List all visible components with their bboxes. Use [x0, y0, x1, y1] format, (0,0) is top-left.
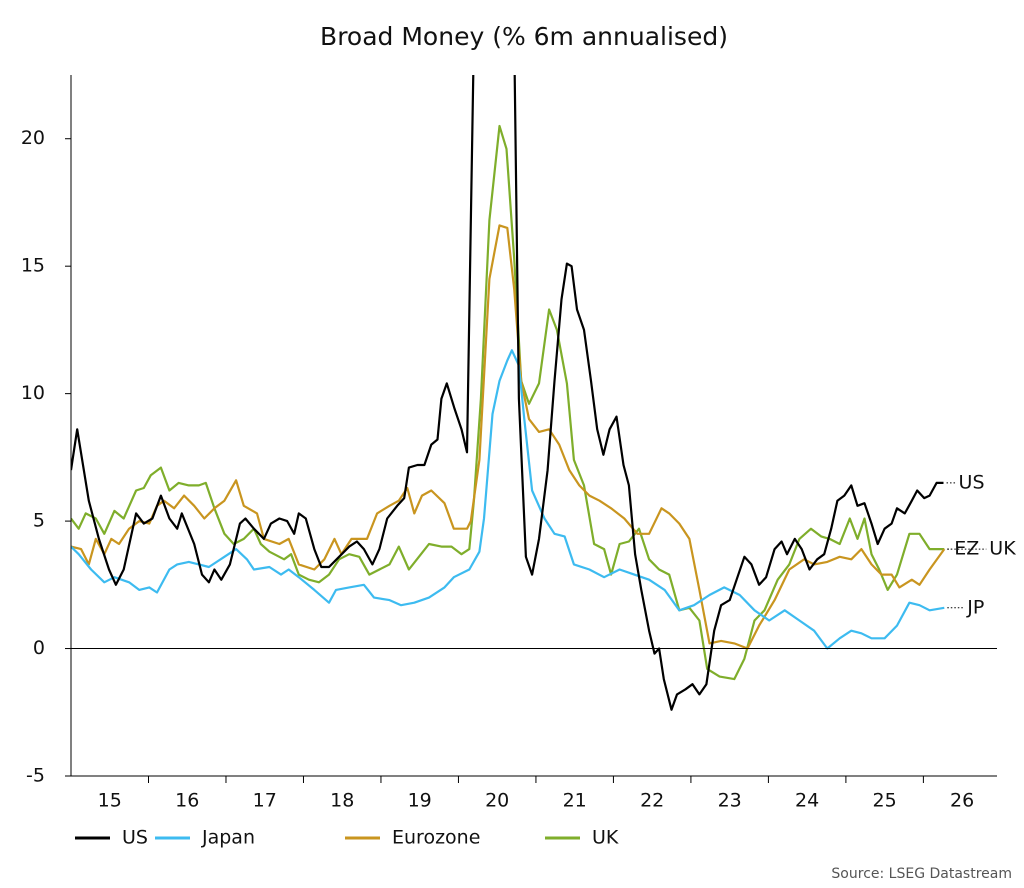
y-tick-label: 5 — [33, 510, 45, 532]
chart-title: Broad Money (% 6m annualised) — [320, 22, 728, 51]
end-label: UK — [989, 538, 1016, 560]
series-line — [71, 224, 946, 650]
legend-label: US — [122, 827, 148, 849]
x-tick-label: 21 — [563, 790, 587, 812]
x-tick-label: 26 — [950, 790, 974, 812]
source-note: Source: LSEG Datastream — [831, 866, 1012, 882]
y-tick-label: -5 — [26, 765, 45, 787]
legend-label: Japan — [201, 827, 255, 849]
plot-area — [71, 75, 946, 711]
end-label: US — [959, 471, 985, 493]
x-tick-label: 19 — [408, 790, 432, 812]
x-tick-label: 20 — [485, 790, 509, 812]
y-tick-label: 10 — [21, 382, 45, 404]
x-tick-label: 16 — [175, 790, 199, 812]
x-tick-label: 22 — [640, 790, 664, 812]
series-line — [71, 124, 945, 681]
y-tick-label: 20 — [21, 127, 45, 149]
x-tick-label: 17 — [253, 790, 277, 812]
x-tick-label: 15 — [98, 790, 122, 812]
y-tick-label: 15 — [21, 255, 45, 277]
end-label: EZ — [954, 538, 979, 560]
y-tick-label: 0 — [33, 637, 45, 659]
x-tick-label: 18 — [330, 790, 354, 812]
legend-label: UK — [592, 827, 619, 849]
x-tick-label: 25 — [873, 790, 897, 812]
end-label: JP — [966, 596, 984, 618]
series-line — [71, 75, 944, 711]
series-line — [71, 349, 945, 650]
legend-label: Eurozone — [392, 827, 480, 849]
x-tick-label: 24 — [795, 790, 819, 812]
x-tick-label: 23 — [718, 790, 742, 812]
